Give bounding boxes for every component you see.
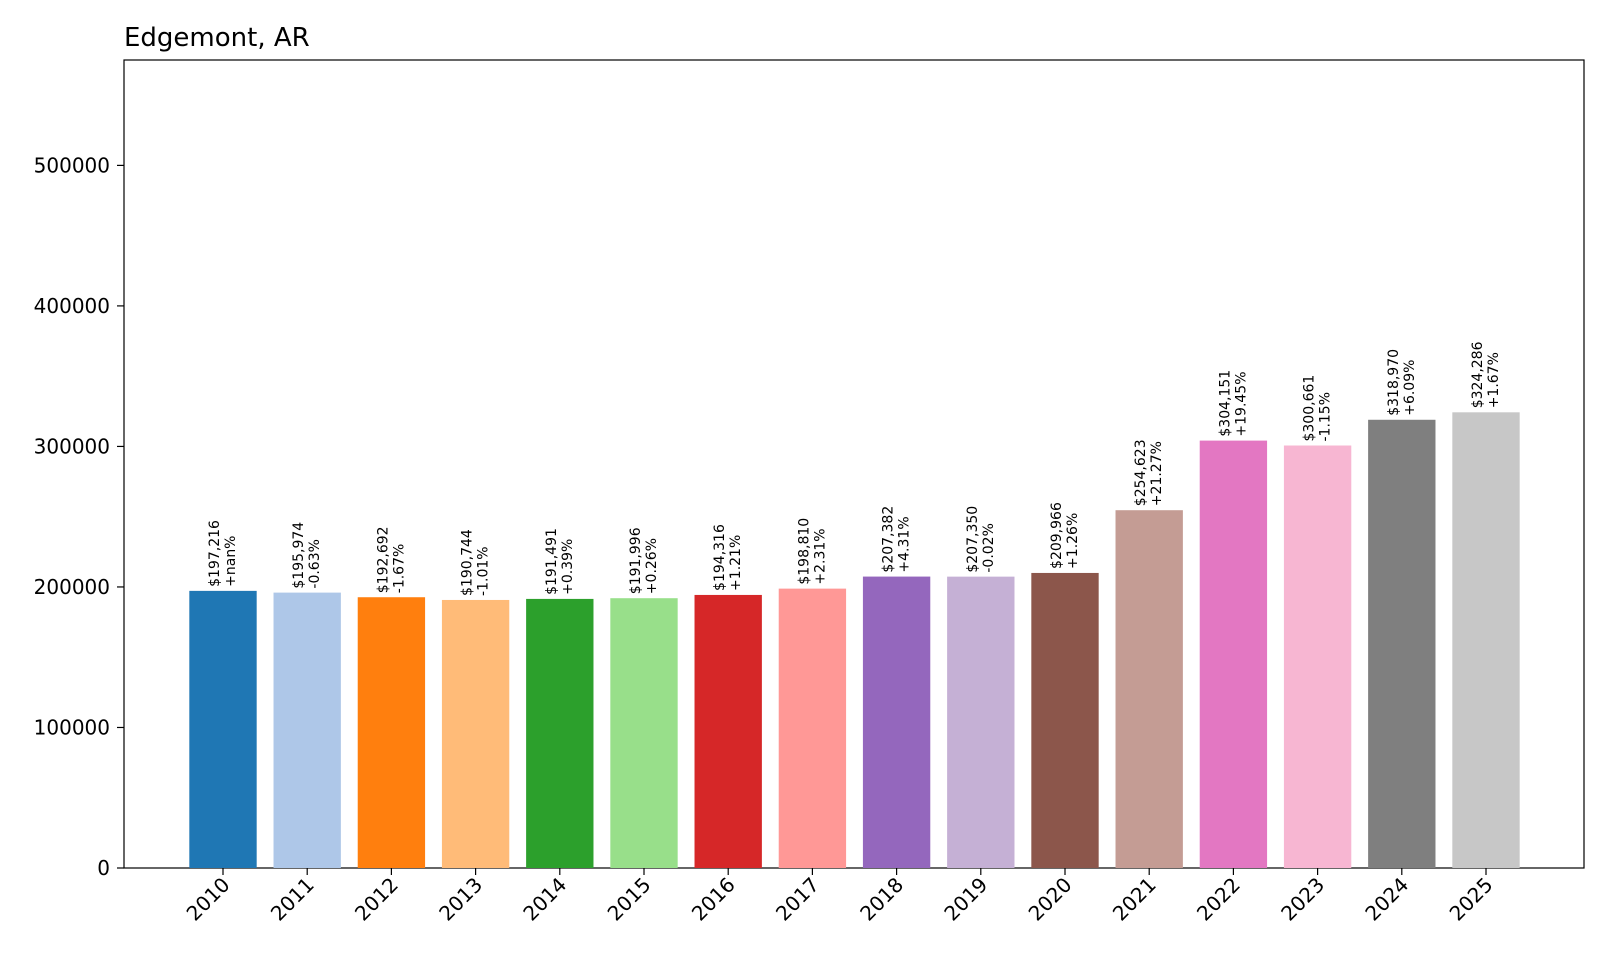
bar-value-label: $318,970	[1386, 349, 1402, 416]
x-tick-label: 2019	[939, 873, 992, 926]
x-tick-label: 2015	[603, 873, 656, 926]
bar-2014	[526, 598, 594, 868]
bar-2010	[189, 590, 257, 868]
bar-change-label: +0.39%	[560, 539, 576, 595]
bar-value-label: $195,974	[291, 522, 307, 589]
y-tick-label: 100000	[34, 715, 110, 739]
y-tick-label: 500000	[34, 153, 110, 177]
y-axis: 0 100000 200000 300000 400000 500000	[34, 153, 124, 880]
bar-value-label: $304,151	[1217, 370, 1233, 437]
x-tick-label: 2016	[687, 873, 740, 926]
bar-2012	[357, 597, 426, 868]
y-tick-label: 0	[97, 856, 110, 880]
x-tick-label: 2010	[182, 873, 235, 926]
plot-frame	[123, 59, 1585, 869]
bar-change-label: +19.45%	[1233, 371, 1249, 436]
bar-value-label: $209,966	[1049, 502, 1065, 569]
bar-data-label: $254,623+21.27%	[1133, 439, 1165, 506]
bar-data-label: $324,286+1.67%	[1470, 341, 1502, 408]
bar-2023	[1283, 445, 1352, 868]
x-tick-label: 2024	[1360, 873, 1413, 926]
bar-value-label: $192,692	[375, 526, 391, 593]
x-tick-label: 2014	[518, 873, 571, 926]
bar-data-label: $209,966+1.26%	[1049, 502, 1081, 569]
bar-change-label: +21.27%	[1149, 441, 1165, 506]
bar-data-label: $190,744-1.01%	[460, 529, 492, 596]
bars	[189, 412, 1520, 868]
bar-change-label: +6.09%	[1402, 360, 1418, 416]
bar-2017	[778, 588, 847, 868]
bar-data-label: $194,316+1.21%	[712, 524, 744, 591]
x-tick-label: 2021	[1108, 873, 1161, 926]
bar-data-label: $192,692-1.67%	[375, 526, 407, 593]
bar-change-label: -0.02%	[981, 523, 997, 573]
bar-change-label: +4.31%	[897, 516, 913, 572]
bar-data-label: $207,382+4.31%	[881, 506, 913, 573]
bar-value-label: $207,350	[965, 506, 981, 573]
bar-2016	[694, 594, 762, 868]
bar-2025	[1452, 412, 1520, 868]
bar-change-label: -1.67%	[391, 544, 407, 594]
x-axis: 2010 2011 2012 2013 2014 2015 2016 2017 2018 2019…	[182, 868, 1498, 926]
bar-2021	[1115, 510, 1183, 868]
bar-2022	[1199, 440, 1268, 868]
y-tick-label: 400000	[34, 294, 110, 318]
bar-change-label: +0.26%	[644, 538, 660, 594]
x-tick-label: 2020	[1024, 873, 1077, 926]
bar-value-label: $191,996	[628, 527, 644, 594]
bar-data-label: $198,810+2.31%	[796, 518, 828, 585]
bar-value-label: $197,216	[207, 520, 223, 587]
x-tick-label: 2012	[350, 873, 403, 926]
bar-data-label: $197,216+nan%	[207, 520, 239, 587]
bar-change-label: -1.01%	[476, 546, 492, 596]
plot-area	[123, 59, 1585, 869]
bar-2019	[947, 576, 1015, 868]
bar-data-label: $191,491+0.39%	[544, 528, 576, 595]
bar-change-label: +nan%	[223, 536, 239, 587]
bar-value-label: $207,382	[881, 506, 897, 573]
bar-data-label: $207,350-0.02%	[965, 506, 997, 573]
bar-data-label: $191,996+0.26%	[628, 527, 660, 594]
x-tick-label: 2022	[1192, 873, 1245, 926]
bar-data-label: $300,661-1.15%	[1302, 375, 1334, 442]
bar-data-label: $318,970+6.09%	[1386, 349, 1418, 416]
bar-change-label: -1.15%	[1318, 392, 1334, 442]
bar-value-label: $300,661	[1302, 375, 1318, 442]
bar-2024	[1368, 419, 1436, 868]
x-tick-label: 2013	[434, 873, 487, 926]
bar-change-label: +2.31%	[812, 528, 828, 584]
bar-value-label: $191,491	[544, 528, 560, 595]
chart-title: Edgemont, AR	[124, 23, 310, 53]
bar-change-label: +1.67%	[1486, 352, 1502, 408]
bar-value-label: $324,286	[1470, 341, 1486, 408]
bar-data-label: $304,151+19.45%	[1217, 370, 1249, 437]
bar-2015	[610, 598, 678, 868]
bar-data-label: $195,974-0.63%	[291, 522, 323, 589]
bar-change-label: -0.63%	[307, 539, 323, 589]
bar-change-label: +1.26%	[1065, 513, 1081, 569]
x-tick-label: 2018	[855, 873, 908, 926]
x-tick-label: 2011	[266, 873, 319, 926]
x-tick-label: 2025	[1445, 873, 1498, 926]
bar-change-label: +1.21%	[728, 535, 744, 591]
bar-2018	[862, 576, 931, 868]
bar-labels: $197,216+nan% $195,974-0.63% $192,692-1.67…	[207, 341, 1502, 596]
bar-value-label: $254,623	[1133, 439, 1149, 506]
x-tick-label: 2017	[771, 873, 824, 926]
x-tick-label: 2023	[1276, 873, 1329, 926]
y-tick-label: 200000	[34, 575, 110, 599]
bar-2020	[1031, 572, 1099, 868]
bar-2013	[441, 599, 510, 868]
y-tick-label: 300000	[34, 434, 110, 458]
bar-value-label: $190,744	[460, 529, 476, 596]
bar-2011	[273, 592, 341, 868]
bar-value-label: $194,316	[712, 524, 728, 591]
bar-value-label: $198,810	[796, 518, 812, 585]
